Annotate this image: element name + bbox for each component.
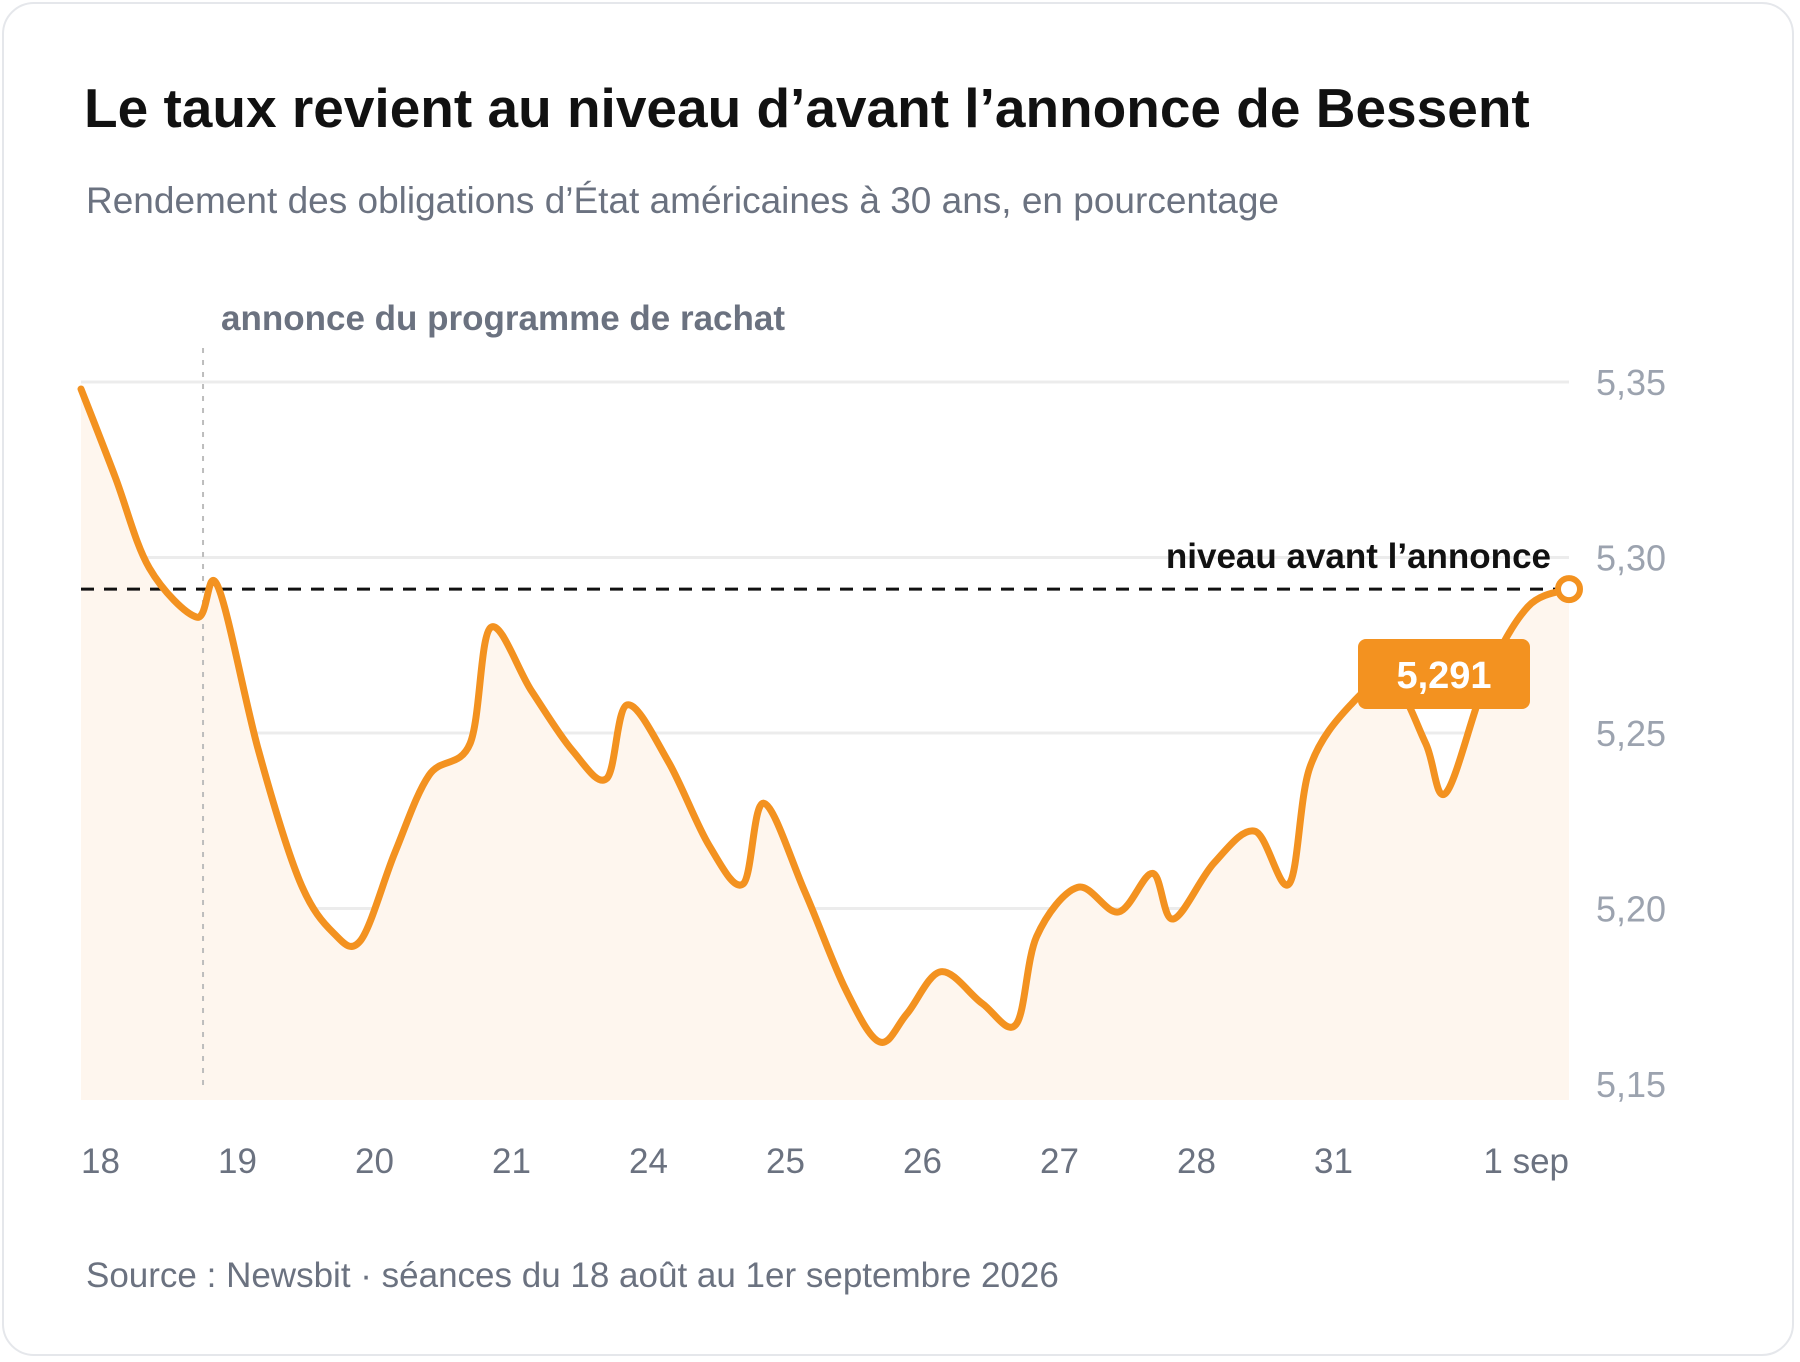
series-area: [81, 389, 1569, 1100]
x-tick-label: 20: [355, 1142, 394, 1181]
last-value-point: [1555, 575, 1583, 604]
x-tick-label: 25: [766, 1142, 805, 1181]
y-axis: 5,35 5,30 5,25 5,20 5,15: [1596, 362, 1666, 1105]
y-tick-label: 5,20: [1596, 889, 1666, 930]
chart-source: Source : Newsbit · séances du 18 août au…: [86, 1256, 1059, 1295]
chart-title: Le taux revient au niveau d’avant l’anno…: [84, 77, 1530, 139]
y-tick-label: 5,15: [1596, 1064, 1666, 1105]
series-line: [77, 385, 1573, 1046]
last-value-badge-background: [1358, 639, 1530, 709]
last-value-label: 5,291: [1396, 655, 1491, 697]
x-tick-label: 21: [492, 1142, 531, 1181]
x-tick-label: 27: [1040, 1142, 1079, 1181]
x-tick-label: 31: [1314, 1142, 1353, 1181]
x-tick-label: 19: [218, 1142, 257, 1181]
chart-subtitle: Rendement des obligations d’État américa…: [86, 180, 1279, 221]
last-value-badge: 5,291: [1358, 639, 1530, 709]
x-tick-label: 1 sep: [1483, 1142, 1569, 1181]
x-tick-label: 24: [629, 1142, 668, 1181]
y-tick-label: 5,35: [1596, 362, 1666, 403]
event-marker-label: annonce du programme de rachat: [221, 299, 785, 338]
y-tick-label: 5,25: [1596, 713, 1666, 754]
x-axis: 18 19 20 21 24 25 26 27 28 31 1 sep: [81, 1142, 1569, 1181]
reference-line-label: niveau avant l’annonce: [1166, 537, 1551, 576]
y-tick-label: 5,30: [1596, 538, 1666, 579]
x-tick-label: 18: [81, 1142, 120, 1181]
x-tick-label: 28: [1177, 1142, 1216, 1181]
x-tick-label: 26: [903, 1142, 942, 1181]
